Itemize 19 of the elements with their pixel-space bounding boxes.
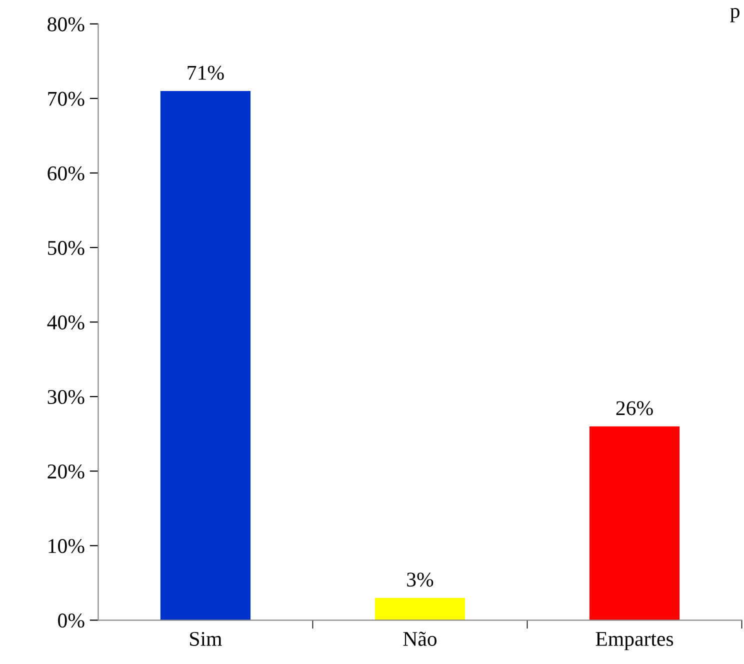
bar (374, 598, 466, 620)
y-tick-label: 0% (58, 614, 84, 628)
y-tick-label: 10% (48, 539, 84, 554)
x-tick-label: Sim (190, 632, 222, 646)
y-tick-label: 20% (48, 464, 84, 479)
y-tick-label: 40% (47, 315, 84, 330)
y-tick-label: 50% (48, 240, 84, 256)
text: p (730, 8, 740, 22)
y-tick-label: 80% (48, 17, 84, 32)
x-tick-label: Não (403, 632, 437, 646)
bar (589, 426, 680, 620)
y-tick-label: 60% (48, 166, 84, 180)
data-label: 26% (616, 401, 653, 416)
data-label: 3% (407, 572, 434, 587)
data-label: 71% (188, 66, 224, 80)
x-tick-label: Empartes (596, 632, 674, 650)
bar (160, 90, 251, 620)
y-tick-label: 70% (48, 92, 84, 106)
y-tick-label: 30% (48, 390, 84, 404)
